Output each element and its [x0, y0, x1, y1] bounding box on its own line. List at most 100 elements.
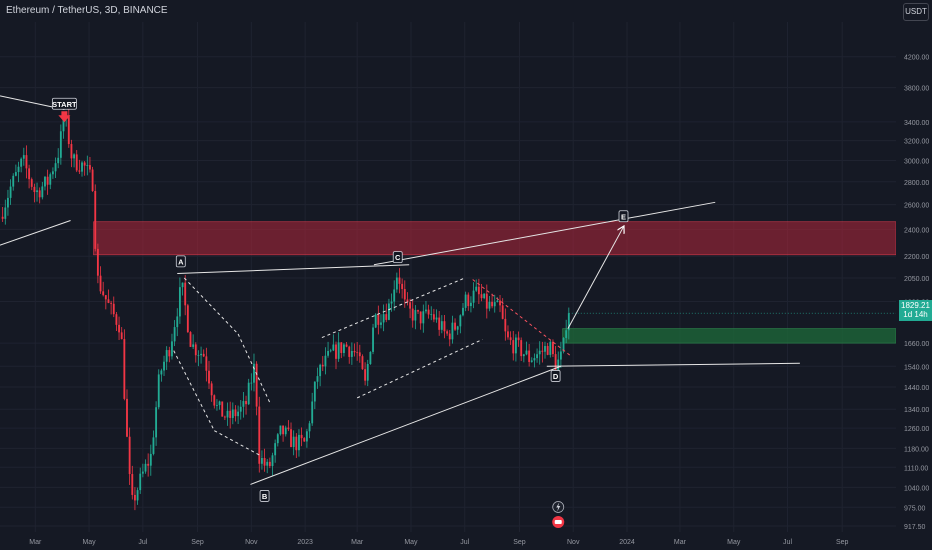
- candle-body: [67, 115, 70, 145]
- symbol-exchange: BINANCE: [123, 5, 168, 16]
- y-tick-label: 1340.00: [904, 407, 929, 414]
- candle-body: [472, 290, 475, 303]
- candle-body: [522, 354, 525, 357]
- candle-body: [276, 434, 279, 444]
- trendline: [214, 430, 263, 457]
- candle-body: [163, 361, 165, 371]
- candle-body: [366, 364, 369, 381]
- chart-trendlines: [0, 95, 896, 485]
- candle-body: [440, 321, 443, 330]
- candle-body: [81, 162, 83, 172]
- y-tick-label: 3400.00: [904, 120, 929, 127]
- wave-label-d: D: [553, 372, 559, 381]
- candle-body: [419, 311, 422, 324]
- candle-body: [268, 461, 271, 467]
- candle-body: [59, 131, 62, 158]
- candle-body: [464, 294, 467, 308]
- candle-body: [369, 351, 372, 365]
- candle-body: [94, 191, 97, 249]
- candle-body: [17, 166, 20, 173]
- candle-body: [395, 277, 398, 290]
- label-box-e: [618, 210, 629, 223]
- candle-body: [118, 324, 120, 333]
- candle-body: [51, 171, 54, 175]
- candle-body: [409, 302, 412, 309]
- candle-body: [104, 295, 107, 300]
- candle-body: [345, 344, 348, 347]
- candle-body: [483, 293, 486, 299]
- y-tick-label: 1180.00: [904, 446, 929, 453]
- candle-body: [417, 310, 419, 312]
- candle-body: [22, 155, 25, 159]
- candle-body: [496, 300, 499, 303]
- candle-body: [353, 350, 356, 353]
- price-axis[interactable]: 4200.00 3800.00 3400.00 3200.00 3000.00 2800.…: [896, 0, 932, 550]
- candle-body: [144, 463, 147, 472]
- candle-body: [295, 436, 298, 451]
- candle-body: [298, 434, 300, 451]
- candle-body: [171, 341, 173, 357]
- candle-body: [274, 443, 277, 456]
- candle-body: [329, 350, 332, 352]
- y-tick-label: 2050.00: [904, 276, 929, 283]
- trendline: [0, 220, 71, 246]
- trendline: [321, 277, 465, 339]
- trendline: [183, 277, 239, 335]
- candle-body: [430, 314, 433, 316]
- candle-body: [226, 410, 229, 418]
- candle-body: [530, 360, 533, 362]
- candle-body: [533, 358, 536, 361]
- currency-button[interactable]: USDT: [903, 3, 929, 21]
- candle-body: [46, 176, 49, 185]
- y-tick-label: 1440.00: [904, 385, 929, 392]
- time-axis-bg: [0, 532, 896, 550]
- chart-annotations: START A B C D E: [51, 97, 629, 502]
- candle-body: [136, 490, 139, 501]
- candle-body: [509, 337, 512, 341]
- candle-body: [152, 437, 155, 454]
- candle-body: [467, 294, 470, 307]
- x-tick-label: Sep: [513, 539, 526, 546]
- candle-body: [242, 401, 245, 407]
- candle-body: [340, 342, 343, 353]
- candle-body: [446, 331, 449, 334]
- candle-body: [192, 344, 195, 347]
- chart-zones: [93, 221, 897, 344]
- trendline: [546, 362, 800, 367]
- candle-body: [12, 175, 15, 187]
- x-tick-label: Sep: [191, 539, 204, 546]
- y-tick-label: 917.50: [904, 524, 926, 531]
- candle-body: [239, 406, 242, 412]
- y-tick-label: 2600.00: [904, 203, 929, 210]
- candle-body: [99, 275, 102, 292]
- x-tick-label: Nov: [245, 539, 258, 546]
- y-tick-label: 975.00: [904, 505, 926, 512]
- candle-body: [552, 341, 554, 355]
- candle-body: [96, 248, 99, 276]
- candle-body: [374, 314, 377, 328]
- candle-body: [210, 383, 213, 396]
- candle-body: [147, 463, 150, 466]
- candle-body: [520, 340, 523, 357]
- candle-body: [260, 457, 263, 464]
- candle-body: [501, 305, 504, 319]
- candle-body: [208, 370, 210, 384]
- candle-body: [160, 370, 163, 375]
- candle-body: [525, 350, 528, 355]
- candle-body: [546, 346, 549, 355]
- candle-body: [470, 302, 472, 307]
- candle-body: [454, 322, 456, 330]
- candle-body: [284, 427, 287, 435]
- candle-body: [348, 346, 351, 357]
- candle-body: [149, 453, 152, 466]
- time-axis[interactable]: Mar May Jul Sep Nov 2023 Mar May Jul Sep Nov 2024 Ma…: [0, 532, 896, 550]
- candle-body: [398, 277, 401, 284]
- candle-body: [110, 302, 113, 304]
- candle-body: [485, 293, 488, 309]
- candle-body: [221, 401, 224, 417]
- candle-body: [271, 455, 274, 467]
- candle-body: [364, 369, 367, 381]
- candle-body: [181, 282, 184, 288]
- candle-body: [250, 382, 253, 384]
